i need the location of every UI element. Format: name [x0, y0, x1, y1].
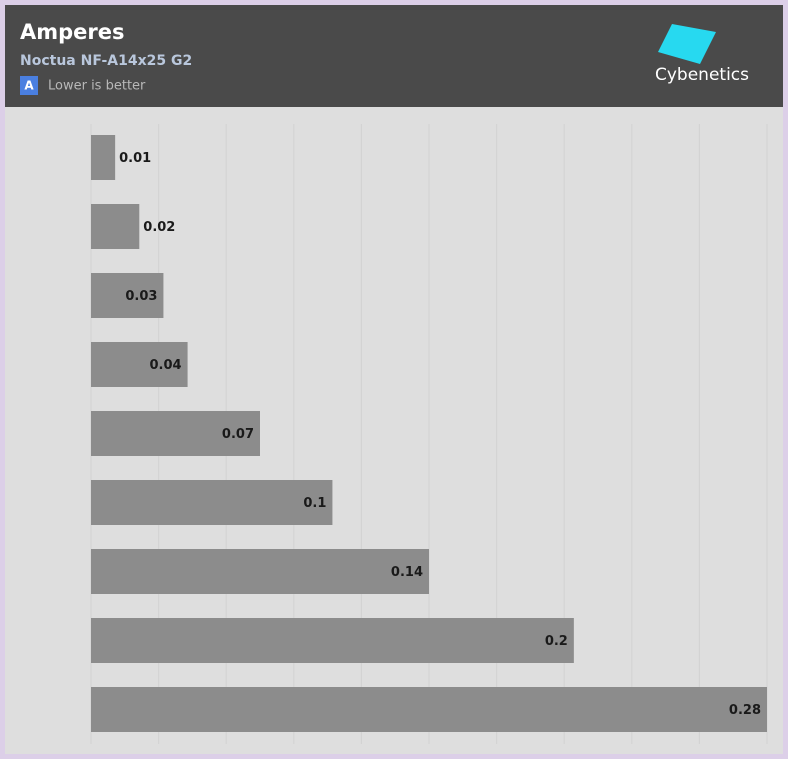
note: Lower is better [48, 79, 146, 94]
value-label: 0.04 [149, 358, 181, 373]
bar [91, 342, 188, 387]
value-label: 0.01 [119, 151, 151, 166]
bar [91, 411, 260, 456]
logo-icon [658, 24, 716, 64]
value-label: 0.2 [545, 634, 568, 649]
badge: A [24, 79, 34, 93]
chart-subtitle: Noctua NF-A14x25 G2 [20, 53, 192, 69]
value-label: 0.03 [125, 289, 157, 304]
chart-title: Amperes [20, 20, 125, 44]
value-label: 0.1 [303, 496, 326, 511]
bar [91, 549, 429, 594]
bar [91, 687, 767, 732]
bar [91, 618, 574, 663]
value-label: 0.07 [222, 427, 254, 442]
brand: Cybenetics [655, 65, 749, 85]
value-label: 0.02 [143, 220, 175, 235]
bar [91, 273, 164, 318]
value-label: 0.14 [391, 565, 423, 580]
bar [91, 135, 116, 180]
bar [91, 480, 333, 525]
bar [91, 204, 140, 249]
badge-box [20, 76, 38, 95]
value-label: 0.28 [729, 703, 761, 718]
header [5, 5, 783, 107]
